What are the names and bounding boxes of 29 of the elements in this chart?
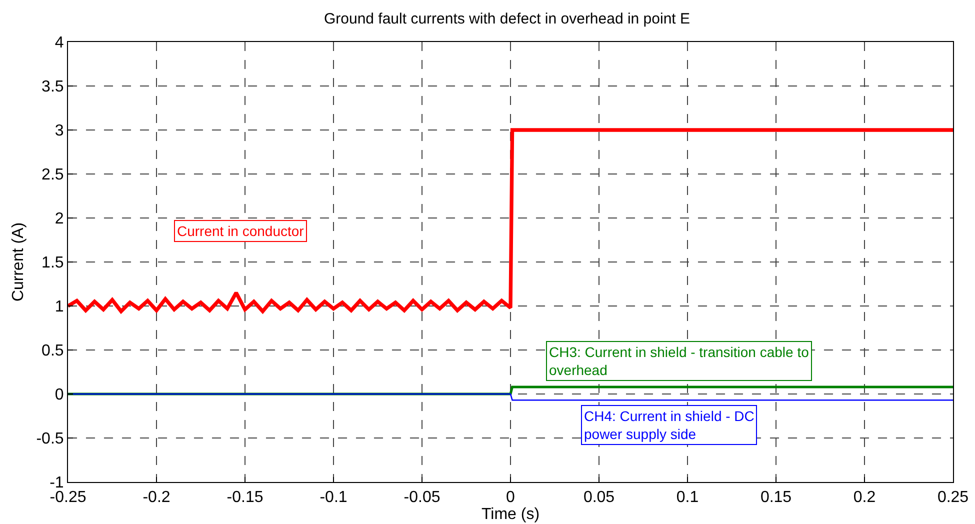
y-tick-label: 2.5 (42, 166, 64, 184)
y-tick-label: 2 (54, 210, 64, 228)
x-tick-label: 0.2 (853, 489, 876, 506)
x-axis-title: Time (s) (481, 506, 540, 524)
x-tick-label: 0 (506, 489, 516, 506)
y-tick-label: 3 (54, 122, 64, 140)
text: Current in conductor (177, 223, 304, 239)
y-tick-label: 1.5 (42, 254, 64, 272)
line-series (68, 128, 953, 314)
chart-title: Ground fault currents with defect in overhead in point E (324, 10, 690, 28)
y-tick-label: 4 (54, 34, 64, 52)
y-tick-label: 1 (54, 298, 64, 316)
y-tick-label: 3.5 (42, 78, 64, 96)
x-tick-label: 0.25 (937, 489, 969, 506)
y-tick-label: -0.5 (36, 430, 64, 448)
y-tick-label: 0 (54, 386, 64, 404)
x-tick-label: 0.1 (676, 489, 699, 506)
x-tick-label: -0.25 (50, 489, 86, 506)
x-tick-label: 0.15 (760, 489, 792, 506)
x-tick-label: -0.2 (142, 489, 170, 506)
y-tick-label: 0.5 (42, 342, 64, 360)
x-tick-label: -0.05 (404, 489, 440, 506)
series-label: CH4: Current in shield - DC power supply side (584, 408, 754, 442)
x-tick-label: 0.05 (583, 489, 615, 506)
y-axis-title: Current (A) (10, 222, 28, 302)
series-label: CH3: Current in shield - transition cable to overhead (549, 344, 810, 378)
x-tick-label: -0.15 (226, 489, 264, 506)
x-tick-label: -0.1 (320, 489, 348, 506)
y-tick-label: -1 (50, 474, 64, 492)
